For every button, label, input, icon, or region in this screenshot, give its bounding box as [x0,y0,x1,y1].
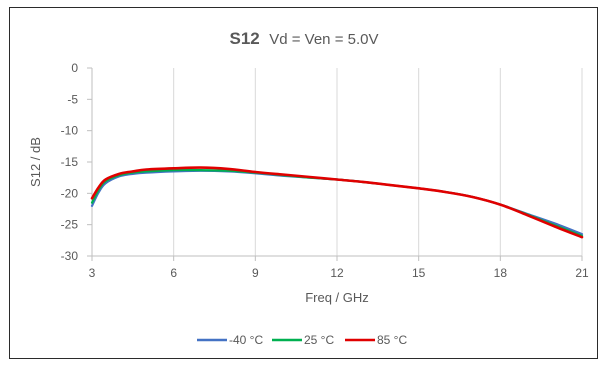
legend: -40 °C 25 °C 85 °C [197,333,407,347]
gridlines [91,68,583,256]
y-tick-label: 0 [71,61,78,75]
tick-labels: 0 -5 -10 -15 -20 -25 -30 3 6 9 12 15 18 21 [61,61,589,280]
series-line-2 [90,166,584,239]
x-tick-label: 15 [412,266,426,280]
legend-label-1: 25 °C [304,333,334,347]
x-tick-label: 18 [494,266,508,280]
x-tick-label: 12 [330,266,344,280]
chart-title: S12 Vd = Ven = 5.0V [230,29,379,48]
legend-label-0: -40 °C [229,333,263,347]
y-axis-label: S12 / dB [28,137,43,187]
legend-label-2: 85 °C [377,333,407,347]
x-tick-label: 6 [170,266,177,280]
axes [87,67,583,261]
x-tick-label: 3 [89,266,96,280]
chart-title-main: S12 [230,29,260,48]
x-axis-label: Freq / GHz [305,290,369,305]
x-tick-label: 21 [575,266,589,280]
y-tick-label: -10 [61,124,79,138]
y-tick-label: -20 [61,186,79,200]
chart-title-sub: Vd = Ven = 5.0V [269,31,378,48]
y-tick-label: -30 [61,249,79,263]
y-tick-label: -15 [61,155,79,169]
y-tick-label: -25 [61,218,79,232]
y-tick-label: -5 [67,92,78,106]
series-lines [90,166,584,239]
x-tick-label: 9 [252,266,259,280]
